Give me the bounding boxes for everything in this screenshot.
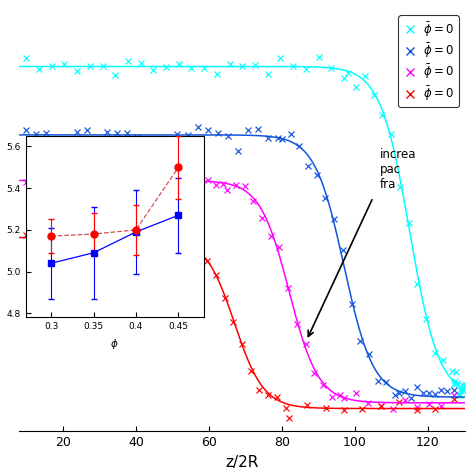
X-axis label: z/2R: z/2R bbox=[225, 455, 258, 470]
Legend: $\bar{\phi} = 0$, $\bar{\phi} = 0$, $\bar{\phi} = 0$, $\bar{\phi} = 0$: $\bar{\phi} = 0$, $\bar{\phi} = 0$, $\ba… bbox=[398, 15, 459, 108]
Text: increa
pac
fra: increa pac fra bbox=[380, 148, 416, 191]
